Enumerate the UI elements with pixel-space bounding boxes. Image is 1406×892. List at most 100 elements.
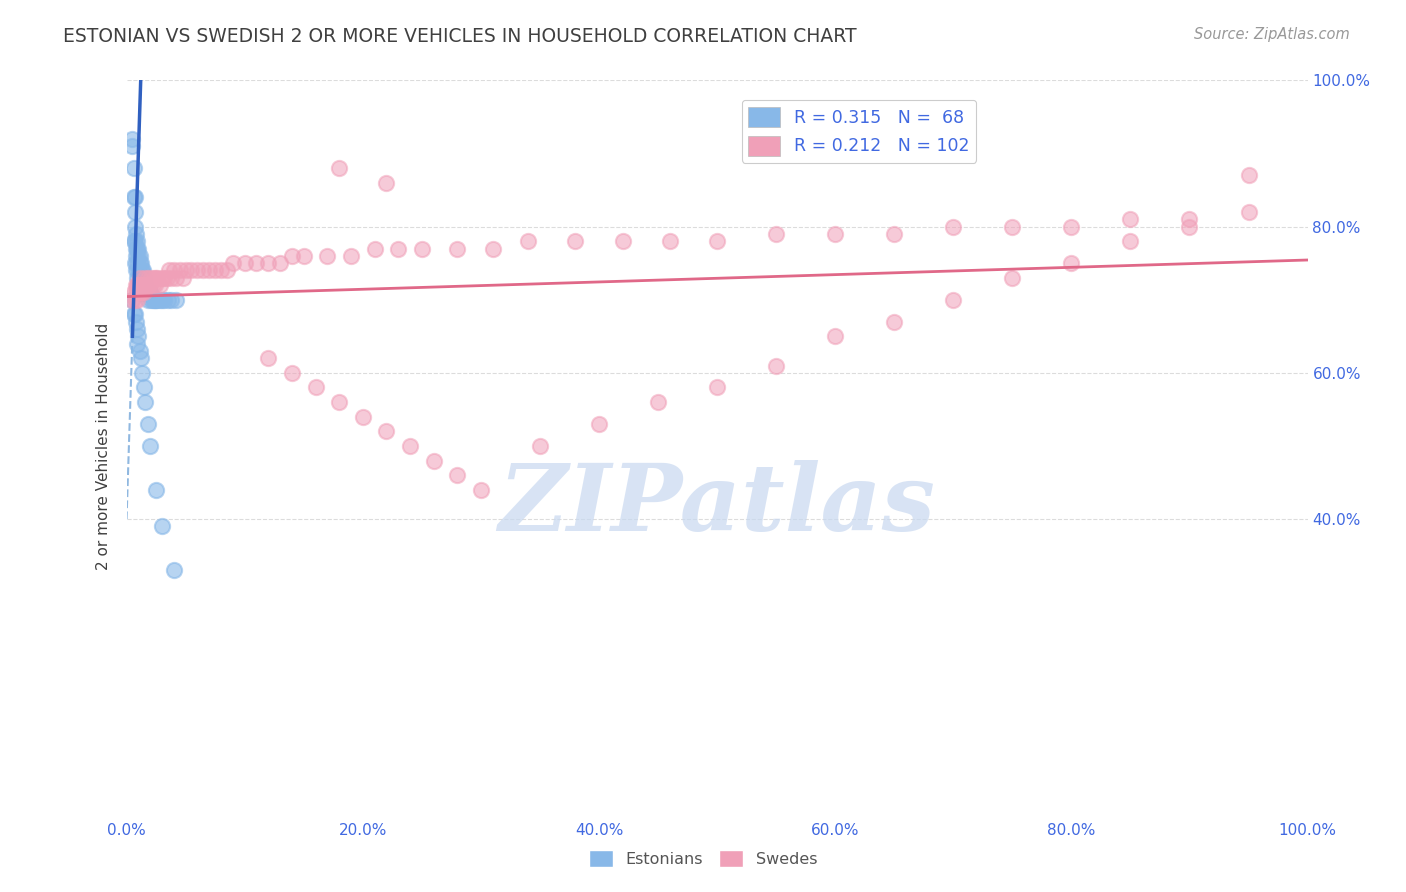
Point xyxy=(136,285,159,300)
Point xyxy=(128,256,150,270)
Point xyxy=(136,417,159,431)
Point xyxy=(1237,169,1260,183)
Point xyxy=(150,293,173,307)
Point xyxy=(127,329,149,343)
Point xyxy=(1178,212,1201,227)
Point xyxy=(125,227,148,241)
Point xyxy=(316,249,339,263)
Point xyxy=(127,249,149,263)
Point xyxy=(160,293,183,307)
Point xyxy=(128,343,150,358)
Point xyxy=(375,425,398,439)
Point xyxy=(156,270,179,285)
Point xyxy=(125,278,148,293)
Point xyxy=(363,242,385,256)
Legend: R = 0.315   N =  68, R = 0.212   N = 102: R = 0.315 N = 68, R = 0.212 N = 102 xyxy=(741,100,976,162)
Point xyxy=(564,234,586,248)
Point xyxy=(135,278,157,293)
Point xyxy=(141,293,163,307)
Point xyxy=(222,256,245,270)
Point xyxy=(446,468,468,483)
Point xyxy=(128,270,150,285)
Point xyxy=(131,278,153,293)
Point xyxy=(121,293,143,307)
Point xyxy=(141,278,163,293)
Point xyxy=(153,270,176,285)
Point xyxy=(150,270,173,285)
Point xyxy=(134,380,156,394)
Point xyxy=(129,278,152,293)
Point xyxy=(169,263,191,277)
Point xyxy=(122,190,145,204)
Point xyxy=(128,270,150,285)
Point xyxy=(128,249,150,263)
Point xyxy=(125,285,148,300)
Point xyxy=(328,395,350,409)
Point xyxy=(127,278,149,293)
Point xyxy=(142,270,165,285)
Point xyxy=(145,293,167,307)
Point xyxy=(121,132,143,146)
Point xyxy=(165,270,187,285)
Text: ESTONIAN VS SWEDISH 2 OR MORE VEHICLES IN HOUSEHOLD CORRELATION CHART: ESTONIAN VS SWEDISH 2 OR MORE VEHICLES I… xyxy=(63,27,856,45)
Point xyxy=(411,242,433,256)
Point xyxy=(134,285,156,300)
Point xyxy=(157,263,180,277)
Point xyxy=(1060,219,1083,234)
Point xyxy=(1178,219,1201,234)
Point xyxy=(180,263,202,277)
Point xyxy=(352,409,374,424)
Point xyxy=(134,278,156,293)
Point xyxy=(128,285,150,300)
Point xyxy=(163,563,186,577)
Point xyxy=(127,242,149,256)
Point xyxy=(138,278,160,293)
Point xyxy=(134,395,156,409)
Point xyxy=(481,242,503,256)
Point xyxy=(127,285,149,300)
Point xyxy=(125,315,148,329)
Text: Source: ZipAtlas.com: Source: ZipAtlas.com xyxy=(1194,27,1350,42)
Point xyxy=(304,380,326,394)
Point xyxy=(132,263,155,277)
Point xyxy=(149,293,172,307)
Point xyxy=(125,249,148,263)
Point xyxy=(1060,256,1083,270)
Point xyxy=(127,263,149,277)
Point xyxy=(422,453,444,467)
Y-axis label: 2 or more Vehicles in Household: 2 or more Vehicles in Household xyxy=(96,322,111,570)
Point xyxy=(127,234,149,248)
Point xyxy=(146,293,169,307)
Point xyxy=(122,234,145,248)
Point xyxy=(257,351,280,366)
Point xyxy=(129,263,152,277)
Point xyxy=(517,234,540,248)
Point xyxy=(124,205,146,219)
Point xyxy=(1119,234,1142,248)
Point xyxy=(122,285,145,300)
Point xyxy=(706,234,728,248)
Point xyxy=(281,366,304,380)
Point xyxy=(146,270,169,285)
Point xyxy=(1237,205,1260,219)
Point xyxy=(143,293,166,307)
Point xyxy=(139,285,162,300)
Point xyxy=(129,256,152,270)
Point xyxy=(375,176,398,190)
Text: ZIPatlas: ZIPatlas xyxy=(499,459,935,549)
Point xyxy=(233,256,256,270)
Point xyxy=(124,256,146,270)
Point xyxy=(824,227,846,241)
Point xyxy=(138,285,160,300)
Point xyxy=(141,270,163,285)
Point xyxy=(257,256,280,270)
Point xyxy=(446,242,468,256)
Point xyxy=(136,270,159,285)
Legend: Estonians, Swedes: Estonians, Swedes xyxy=(582,844,824,873)
Point xyxy=(129,285,152,300)
Point xyxy=(281,249,304,263)
Point xyxy=(172,270,194,285)
Point xyxy=(122,161,145,175)
Point xyxy=(165,293,187,307)
Point xyxy=(127,336,149,351)
